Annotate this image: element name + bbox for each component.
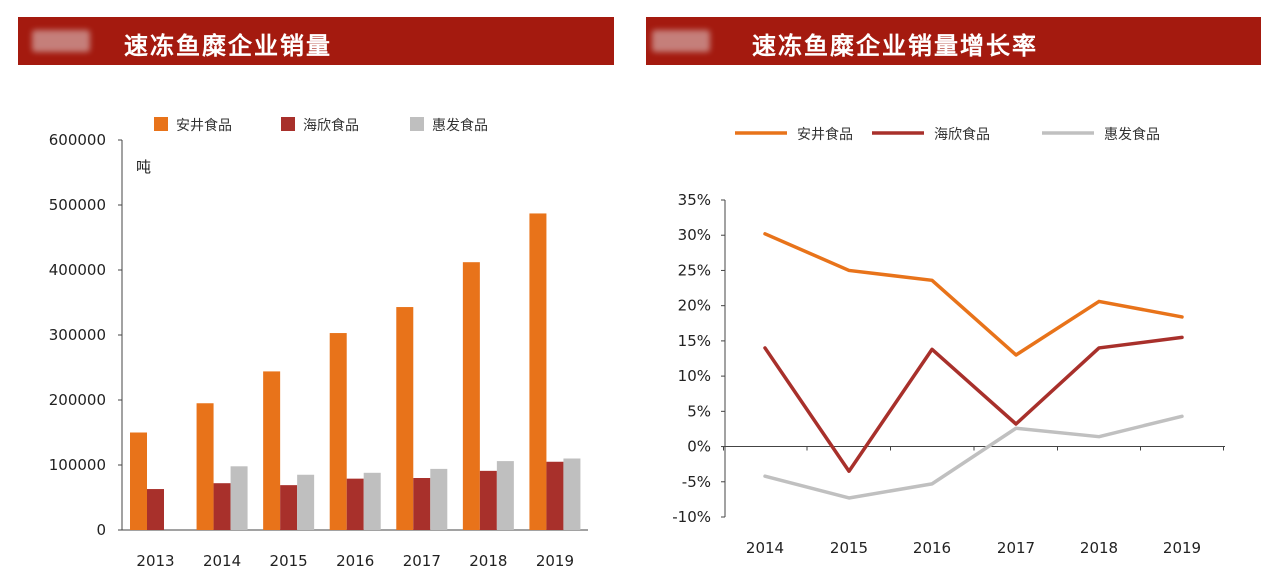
- line-series: [763, 335, 1184, 473]
- line-y-tick-label: 10%: [678, 367, 711, 385]
- blurred-logo: [32, 30, 90, 52]
- line-x-tick-label: 2014: [746, 539, 784, 557]
- left-panel-header: 速冻鱼糜企业销量: [18, 17, 614, 65]
- bar-mark: [280, 485, 298, 530]
- bar-mark: [329, 333, 347, 530]
- bar-x-tick-label: 2019: [536, 552, 574, 570]
- line-y-tick-label: 30%: [678, 226, 711, 244]
- right-panel-header: 速冻鱼糜企业销量增长率: [646, 17, 1261, 65]
- bar-y-tick-label: 100000: [49, 456, 106, 474]
- bar-mark: [297, 474, 315, 530]
- bar-legend-label: 惠发食品: [432, 117, 488, 134]
- bar-legend-swatch: [281, 117, 295, 131]
- line-y-tick-label: 5%: [687, 402, 711, 420]
- bar-legend-swatch: [410, 117, 424, 131]
- bar-legend-label: 安井食品: [176, 117, 232, 134]
- bar-y-tick-label: 0: [96, 521, 106, 539]
- line-series: [763, 414, 1184, 500]
- right-panel-title: 速冻鱼糜企业销量增长率: [752, 32, 1038, 60]
- bar-y-tick-label: 500000: [49, 196, 106, 214]
- bar-mark: [346, 478, 364, 530]
- line-y-tick-label: 0%: [687, 438, 711, 456]
- bar-mark: [213, 483, 231, 530]
- bar-y-unit-label: 吨: [136, 158, 151, 176]
- line-y-tick-label: -10%: [672, 508, 711, 526]
- bar-legend-swatch: [154, 117, 168, 131]
- bar-x-tick-label: 2015: [270, 552, 308, 570]
- line-legend-label: 安井食品: [797, 126, 853, 143]
- bar-mark: [546, 461, 564, 530]
- line-legend-label: 惠发食品: [1104, 126, 1160, 143]
- bar-mark: [130, 432, 147, 530]
- bar-mark: [263, 371, 281, 530]
- bar-mark: [496, 461, 514, 530]
- bar-y-tick-label: 300000: [49, 326, 106, 344]
- line-x-tick-label: 2018: [1080, 539, 1118, 557]
- bar-mark: [479, 470, 497, 530]
- bar-x-tick-label: 2017: [403, 552, 441, 570]
- bar-y-tick-label: 400000: [49, 261, 106, 279]
- bar-x-tick-label: 2016: [336, 552, 374, 570]
- line-x-tick-label: 2016: [913, 539, 951, 557]
- bar-x-tick-label: 2013: [136, 552, 174, 570]
- line-x-tick-label: 2019: [1163, 539, 1201, 557]
- line-y-tick-label: 35%: [678, 191, 711, 209]
- bar-mark: [413, 478, 431, 530]
- line-y-tick-label: 20%: [678, 297, 711, 315]
- line-y-tick-label: 15%: [678, 332, 711, 350]
- bar-mark: [430, 468, 448, 530]
- bar-mark: [529, 213, 547, 530]
- bar-mark: [230, 466, 248, 530]
- bar-mark: [196, 403, 214, 530]
- bar-mark: [462, 262, 480, 530]
- bar-y-tick-label: 200000: [49, 391, 106, 409]
- bar-mark: [563, 458, 581, 530]
- bar-y-tick-label: 600000: [49, 131, 106, 149]
- left-panel-title: 速冻鱼糜企业销量: [124, 32, 332, 60]
- line-x-tick-label: 2017: [997, 539, 1035, 557]
- line-series: [763, 232, 1184, 357]
- bar-mark: [396, 307, 414, 530]
- line-x-tick-label: 2015: [830, 539, 868, 557]
- bar-mark: [363, 472, 381, 530]
- line-y-tick-label: 25%: [678, 261, 711, 279]
- line-legend-label: 海欣食品: [934, 126, 990, 143]
- line-y-tick-label: -5%: [682, 473, 711, 491]
- bar-x-tick-label: 2018: [469, 552, 507, 570]
- bar-legend-label: 海欣食品: [303, 117, 359, 134]
- bar-x-tick-label: 2014: [203, 552, 241, 570]
- blurred-logo: [652, 30, 710, 52]
- bar-mark: [147, 489, 164, 530]
